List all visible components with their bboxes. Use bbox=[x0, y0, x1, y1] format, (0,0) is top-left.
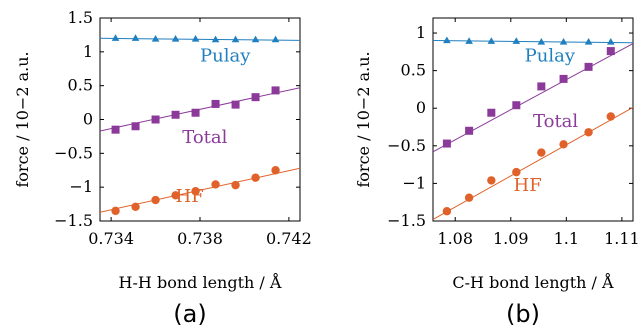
data-point bbox=[584, 128, 593, 137]
fit-line-pulay bbox=[433, 40, 633, 44]
series-label-total: Total bbox=[182, 127, 227, 148]
data-point bbox=[231, 100, 240, 109]
series-hf bbox=[433, 107, 633, 220]
data-point bbox=[131, 202, 140, 211]
data-point bbox=[171, 110, 180, 119]
series-label-hf: HF bbox=[176, 186, 204, 207]
data-point bbox=[211, 180, 220, 189]
data-point bbox=[442, 207, 452, 216]
data-point bbox=[231, 180, 240, 190]
y-tick-label: 1 bbox=[416, 23, 426, 42]
data-point bbox=[251, 93, 260, 102]
panel-a: −1.5 −1 −0.5 0 0.5 1 1.5 0.734 0.738 0.742 H-H bon… bbox=[13, 8, 312, 328]
data-point bbox=[606, 38, 615, 45]
data-point bbox=[559, 140, 568, 149]
data-point bbox=[559, 74, 568, 83]
series-pulay bbox=[100, 34, 300, 43]
data-point bbox=[537, 82, 546, 91]
series-label-pulay: Pulay bbox=[200, 45, 251, 66]
y-tick-label: −1 bbox=[402, 173, 426, 192]
data-point bbox=[606, 47, 615, 56]
y-tick-label: −1.5 bbox=[387, 211, 426, 230]
x-tick-label: 1.08 bbox=[437, 229, 473, 248]
y-tick-label: −1.5 bbox=[54, 211, 93, 230]
data-point bbox=[487, 37, 496, 44]
data-point bbox=[171, 34, 180, 42]
data-point bbox=[191, 108, 200, 117]
x-tick-label: 1.11 bbox=[604, 229, 640, 248]
series-label-pulay: Pulay bbox=[525, 46, 576, 67]
data-point bbox=[211, 99, 220, 108]
data-point bbox=[251, 35, 260, 43]
data-point bbox=[271, 86, 280, 95]
series-hf bbox=[100, 166, 300, 216]
y-tick-label: 0 bbox=[416, 98, 426, 117]
x-tick-label: 0.738 bbox=[177, 229, 223, 248]
data-point bbox=[151, 34, 160, 42]
data-point bbox=[512, 101, 521, 110]
series-total bbox=[100, 86, 300, 134]
panel-label: (b) bbox=[506, 300, 540, 328]
data-point bbox=[512, 37, 521, 44]
data-point bbox=[464, 193, 474, 202]
series-total bbox=[433, 43, 633, 153]
plot-area bbox=[100, 34, 300, 216]
data-point bbox=[442, 139, 451, 148]
data-point bbox=[191, 187, 200, 196]
data-point bbox=[465, 126, 474, 135]
data-point bbox=[111, 206, 120, 216]
data-point bbox=[131, 122, 140, 131]
plot-frame bbox=[432, 17, 634, 222]
y-tick-label: −0.5 bbox=[54, 143, 93, 162]
series-label-hf: HF bbox=[514, 175, 542, 196]
data-point bbox=[211, 35, 220, 43]
series-pulay bbox=[433, 36, 633, 45]
x-axis-label: C-H bond length / Å bbox=[452, 272, 614, 292]
data-point bbox=[487, 108, 496, 117]
x-tick-label: 1.1 bbox=[554, 229, 579, 248]
data-point bbox=[512, 167, 521, 177]
x-tick-label: 1.09 bbox=[493, 229, 529, 248]
data-point bbox=[151, 115, 160, 124]
plot-area bbox=[433, 36, 633, 220]
data-point bbox=[251, 173, 260, 182]
y-tick-label: 0.5 bbox=[401, 61, 426, 80]
y-tick-label: −1 bbox=[69, 177, 93, 196]
data-point bbox=[584, 62, 593, 71]
y-axis-label: force / 10−2 a.u. bbox=[354, 51, 373, 187]
data-point bbox=[465, 37, 473, 44]
x-tick-label: 0.742 bbox=[266, 229, 312, 248]
data-point bbox=[151, 195, 160, 205]
fit-line-total bbox=[100, 87, 300, 132]
data-point bbox=[559, 38, 568, 45]
fit-line-pulay bbox=[100, 37, 300, 41]
y-tick-label: 1 bbox=[83, 42, 93, 61]
data-point bbox=[606, 112, 615, 121]
data-point bbox=[584, 38, 593, 45]
data-point bbox=[111, 34, 120, 41]
data-point bbox=[443, 36, 451, 44]
y-tick-label: 0 bbox=[83, 110, 93, 129]
data-point bbox=[537, 148, 546, 157]
data-point bbox=[191, 34, 200, 42]
y-axis-label: force / 10−2 a.u. bbox=[13, 51, 32, 187]
series-label-total: Total bbox=[533, 111, 578, 132]
y-tick-label: 1.5 bbox=[68, 8, 93, 27]
x-axis-label: H-H bond length / Å bbox=[119, 272, 282, 292]
data-point bbox=[537, 38, 546, 45]
data-point bbox=[171, 191, 180, 200]
data-point bbox=[231, 35, 240, 43]
data-point bbox=[111, 125, 120, 134]
y-tick-label: −0.5 bbox=[387, 136, 426, 155]
panel-b: −1.5 −1 −0.5 0 0.5 1 1.08 1.09 1.1 1.11 C-H bond l… bbox=[354, 17, 640, 328]
data-point bbox=[271, 35, 280, 43]
x-tick-label: 0.734 bbox=[88, 229, 134, 248]
data-point bbox=[271, 166, 280, 175]
data-point bbox=[487, 176, 496, 185]
panel-label: (a) bbox=[173, 300, 206, 328]
data-point bbox=[131, 34, 140, 41]
y-tick-label: 0.5 bbox=[68, 76, 93, 95]
